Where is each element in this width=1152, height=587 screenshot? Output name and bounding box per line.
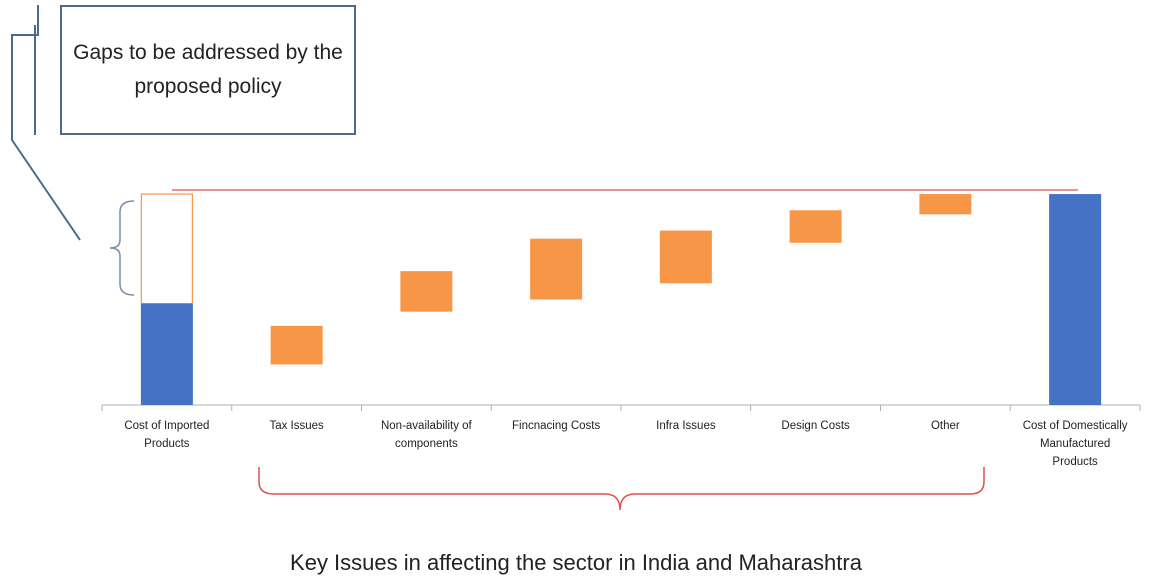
x-tick-label: Tax Issues (269, 420, 324, 432)
gap-brace (109, 200, 135, 296)
bar-other (919, 194, 972, 215)
bar-fincnacing-costs (530, 238, 583, 300)
x-tick-label: Cost of Imported Products (124, 420, 210, 450)
x-tick-label: Fincnacing Costs (512, 420, 601, 432)
bar-cost-of-domestically-manufactured-products (1049, 194, 1102, 405)
bar-non-availability-of-components (400, 271, 453, 312)
x-tick-label: Other (930, 420, 960, 432)
gap-outline-bar (140, 193, 193, 305)
bar-tax-issues (270, 325, 323, 365)
x-tick-label: Cost of Domestically Manufactured Produc… (1022, 420, 1128, 468)
bar-cost-of-imported-products (140, 303, 193, 405)
bar-design-costs (789, 210, 842, 243)
callout-bracket (11, 5, 81, 241)
x-tick-label: Design Costs (781, 420, 850, 432)
x-tick-label: Infra Issues (656, 420, 716, 432)
policy-gap-callout: Gaps to be addressed by the proposed pol… (60, 5, 356, 135)
chart-caption: Key Issues in affecting the sector in In… (290, 550, 862, 575)
callout-text: Gaps to be addressed by the proposed pol… (73, 41, 343, 98)
x-tick-label: Non-availability of components (380, 420, 472, 450)
issues-brace (258, 467, 985, 511)
bar-infra-issues (659, 230, 712, 284)
